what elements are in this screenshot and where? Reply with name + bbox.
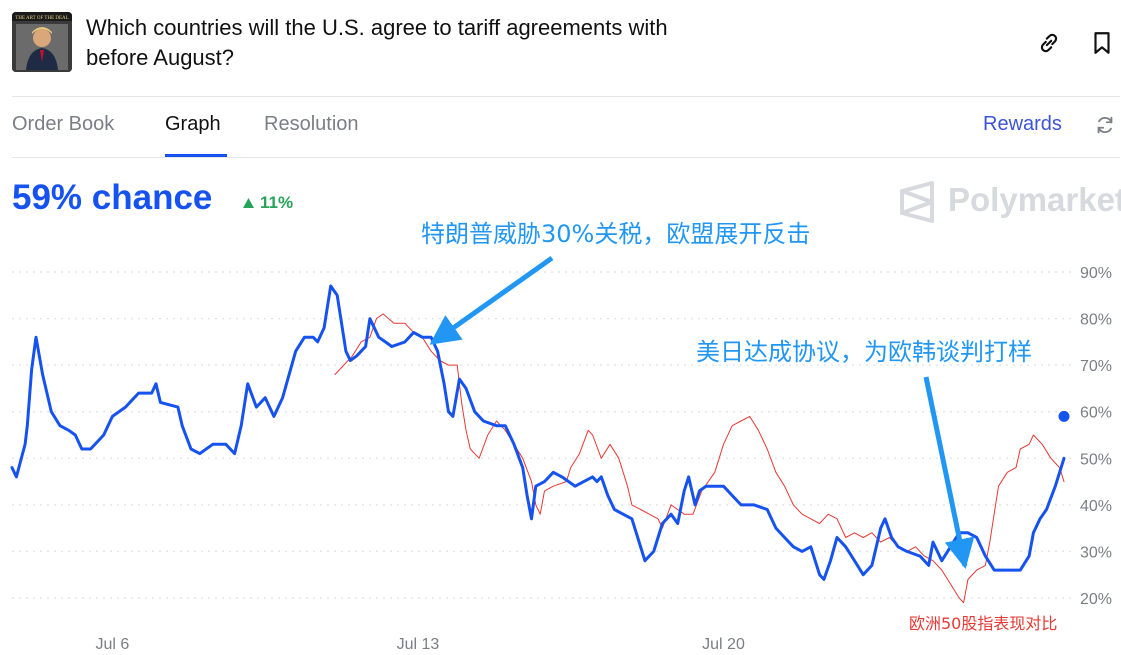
avatar-image-icon: THE ART OF THE DEAL	[12, 12, 72, 72]
chance-value: 59% chance	[12, 178, 213, 217]
header-divider	[12, 96, 1120, 97]
y-tick-label: 30%	[1080, 544, 1112, 561]
triangle-up-icon	[243, 198, 254, 208]
x-tick-label: Jul 13	[397, 636, 440, 653]
link-icon[interactable]	[1036, 30, 1062, 56]
current-value-marker	[1058, 410, 1070, 422]
market-title: Which countries will the U.S. agree to t…	[86, 15, 668, 70]
chance-change: 11%	[260, 193, 294, 212]
rewards-link[interactable]: Rewards	[983, 113, 1062, 135]
y-tick-label: 80%	[1080, 312, 1112, 329]
avatar-caption: THE ART OF THE DEAL	[15, 16, 68, 21]
market-avatar: THE ART OF THE DEAL	[12, 12, 72, 72]
tab-bar: Order Book Graph Resolution Rewards	[0, 97, 1121, 157]
comparison-note: 欧洲50股指表现对比	[909, 614, 1058, 633]
y-tick-label: 90%	[1080, 265, 1112, 282]
y-tick-label: 60%	[1080, 405, 1112, 422]
x-tick-label: Jul 20	[702, 636, 745, 653]
annotation-top: 特朗普威胁30%关税，欧盟展开反击	[421, 220, 811, 248]
annotation-right: 美日达成协议，为欧韩谈判打样	[696, 338, 1032, 366]
arrow-top	[429, 255, 554, 346]
bookmark-icon[interactable]	[1089, 30, 1115, 56]
series-line-comparison	[334, 313, 1065, 604]
market-header: THE ART OF THE DEAL Which countries will…	[0, 0, 1121, 96]
arrow-right	[923, 376, 975, 569]
series-line-market	[10, 284, 1066, 581]
y-tick-label: 70%	[1080, 358, 1112, 375]
y-tick-label: 50%	[1080, 451, 1112, 468]
active-tab-indicator	[165, 154, 227, 157]
brand-wordmark: Polymarket	[948, 181, 1121, 218]
tab-resolution[interactable]: Resolution	[264, 113, 359, 135]
refresh-icon[interactable]	[1094, 114, 1116, 136]
tabs-divider	[12, 157, 1120, 158]
y-tick-label: 40%	[1080, 498, 1112, 515]
tab-order-book[interactable]: Order Book	[12, 113, 115, 135]
polymarket-logo-icon	[900, 181, 934, 223]
tab-graph[interactable]: Graph	[165, 113, 221, 135]
x-tick-label: Jul 6	[95, 636, 129, 653]
y-tick-label: 20%	[1080, 591, 1112, 608]
